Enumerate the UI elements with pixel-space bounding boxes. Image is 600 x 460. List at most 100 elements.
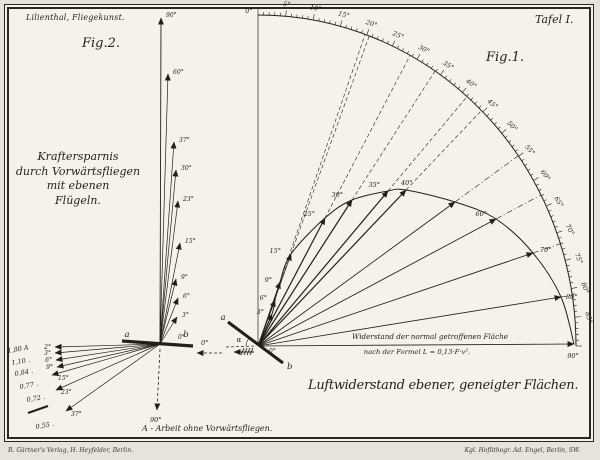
fig2-up-ray-label: 9° bbox=[181, 274, 188, 281]
plate-number: Tafel I. bbox=[535, 13, 574, 26]
fig2-down-ray bbox=[56, 343, 161, 369]
fig1-arc-degree-label: 85° bbox=[583, 311, 593, 324]
fig1-force-ray bbox=[257, 190, 389, 347]
fig1-plane-label-a: a bbox=[220, 313, 225, 323]
fig1-arc-tick bbox=[543, 199, 547, 202]
fig1-ray-extension bbox=[454, 155, 519, 203]
fig1-arc-tick bbox=[562, 248, 566, 250]
fig1-arc-degree-label: 20° bbox=[364, 18, 378, 29]
fig1-ray-extension bbox=[351, 70, 436, 201]
fig1-flow-arrow-hatch bbox=[246, 347, 251, 356]
fig1-arc-tick bbox=[550, 215, 554, 217]
fig2-minimum-stroke bbox=[27, 404, 49, 415]
fig1-arc-tick bbox=[350, 26, 353, 30]
fig1-arc-degree-label: 30° bbox=[417, 43, 431, 55]
fig2-baseline-label: A - Arbeit ohne Vorwärtsfliegen. bbox=[142, 424, 273, 433]
fig1-arc-tick bbox=[546, 203, 552, 207]
fig1-arc-tick bbox=[361, 30, 363, 34]
fig1-arc-tick bbox=[554, 226, 558, 228]
fig1-pole-zero-label: 0° bbox=[269, 348, 276, 355]
fig1-arc-tick bbox=[497, 126, 501, 130]
fig2-caption-line: mit ebenen bbox=[46, 179, 110, 192]
fig1-ray-extension bbox=[405, 110, 482, 191]
fig1-arc-tick bbox=[538, 188, 542, 191]
fig1-arc-tick bbox=[345, 24, 347, 28]
fig1-arc-degree-label: 0° bbox=[245, 7, 252, 15]
fig2-caption-line: durch Vorwärtsfliegen bbox=[15, 164, 141, 178]
fig2-down-ray bbox=[55, 343, 161, 391]
fig2-down-ray-label: 2° bbox=[43, 344, 51, 351]
fig1-plane-ab bbox=[227, 320, 284, 365]
fig1-alpha-label: α bbox=[237, 336, 242, 344]
fig1-arc-tick bbox=[397, 45, 399, 49]
fig1-arc-tick bbox=[416, 53, 421, 60]
fig1-arc-tick bbox=[474, 101, 478, 105]
fig1-force-ray bbox=[257, 252, 534, 347]
fig2-down-ray-label: 9° bbox=[46, 364, 53, 371]
fig1-arc-tick bbox=[556, 230, 563, 234]
fig1-arc-tick bbox=[453, 82, 456, 86]
fig1-arc-degree-label: 45° bbox=[485, 97, 500, 111]
fig1-arc-tick bbox=[515, 149, 518, 152]
fig1-arc-tick bbox=[449, 79, 452, 82]
fig1-arc-tick bbox=[567, 270, 571, 272]
fig1-label: Fig.1. bbox=[486, 50, 525, 65]
fig1-arc-degree-label: 25° bbox=[390, 29, 405, 41]
fig1-arc-tick bbox=[334, 21, 336, 25]
fig1-force-ray bbox=[257, 341, 575, 348]
fig1-curve-point-label: 80° bbox=[566, 293, 578, 301]
fig2-down-ray-label: 15° bbox=[58, 375, 69, 382]
fig1-curve-point-label: 70° bbox=[540, 246, 552, 254]
fig1-curve-point-label: 15° bbox=[269, 247, 281, 255]
fig2-bar-zero-label: 0° bbox=[178, 334, 185, 341]
fig1-arc-tick bbox=[535, 183, 539, 186]
imprint-lithographer: Kgl. Hoflithogr. Ad. Engel, Berlin, SW. bbox=[464, 447, 580, 454]
fig2-down-ray bbox=[54, 343, 161, 350]
fig1-caption: Luftwiderstand ebener, geneigter Flächen… bbox=[308, 378, 579, 393]
fig1-plane-label-b: b bbox=[287, 362, 292, 372]
fig2-work-value: 0,84 . bbox=[14, 367, 34, 378]
fig1-ray-extension bbox=[290, 35, 370, 255]
fig1-arc-tick bbox=[466, 93, 469, 97]
fig1-arc-tick bbox=[508, 140, 512, 143]
fig1-arc-tick bbox=[285, 10, 287, 17]
fig1-arc-tick bbox=[570, 281, 574, 284]
fig1-arc-tick bbox=[524, 163, 528, 166]
fig1-arc-degree-label: 15° bbox=[337, 10, 350, 20]
fig1-arc-tick bbox=[548, 209, 552, 212]
fig1-curve-point-label: 60° bbox=[475, 210, 487, 218]
fig2-hover-axis-label: 90° bbox=[150, 416, 162, 424]
fig1-arc-degree-label: 10° bbox=[309, 3, 322, 13]
between-zero-label: 0° bbox=[201, 339, 208, 347]
fig1-arc-tick bbox=[444, 75, 447, 79]
fig1-arc-tick bbox=[482, 107, 488, 113]
fig1-arc-tick bbox=[571, 287, 578, 289]
fig1-arc-tick bbox=[541, 194, 545, 196]
fig2-work-value: 0,77 . bbox=[19, 380, 39, 391]
fig2-work-value: 1,10 . bbox=[11, 356, 31, 367]
fig1-arc-tick bbox=[565, 258, 572, 261]
fig1-force-ray bbox=[257, 295, 562, 347]
fig2-up-ray bbox=[159, 316, 178, 345]
fig2-down-ray bbox=[54, 343, 161, 356]
fig1-arc-tick bbox=[426, 62, 429, 66]
fig1-arc-tick bbox=[457, 86, 461, 89]
fig2-label: Fig.2. bbox=[82, 36, 121, 51]
fig1-alpha-angle-arc bbox=[245, 338, 249, 347]
fig2-down-ray bbox=[55, 343, 161, 362]
fig2-up-ray-label: 3° bbox=[182, 312, 189, 319]
fig2-up-ray bbox=[159, 73, 171, 345]
fig1-protractor-arc bbox=[257, 14, 577, 347]
fig2-work-value: 0,55 . bbox=[35, 420, 55, 431]
fig1-flow-arrow-hatch bbox=[243, 347, 248, 356]
fig1-arc-tick bbox=[527, 168, 531, 171]
fig1-arc-tick bbox=[435, 68, 438, 72]
fig2-up-ray-label: 37° bbox=[179, 137, 190, 144]
fig1-arc-tick bbox=[486, 113, 490, 117]
fig1-arc-tick bbox=[323, 19, 326, 23]
fig1-force-ray bbox=[257, 218, 497, 347]
fig1-arc-tick bbox=[568, 276, 573, 278]
fig1-note-line1: Widerstand der normal getroffenen Fläche bbox=[352, 332, 509, 341]
fig2-caption: Kraftersparnis durch Vorwärtsfliegen mit… bbox=[14, 150, 142, 208]
